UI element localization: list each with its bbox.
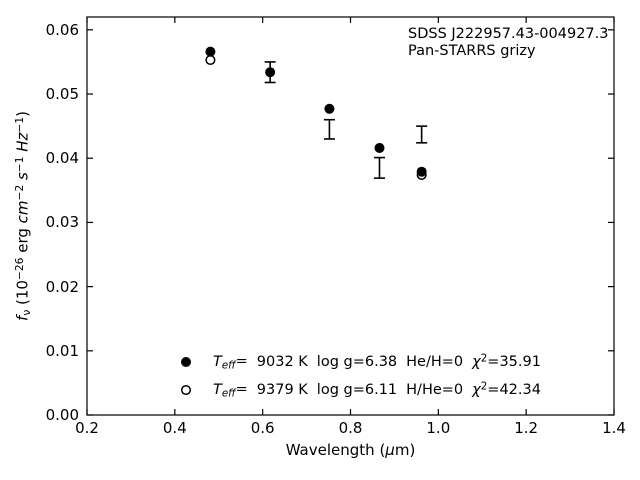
annotation-object-name: SDSS J222957.43-004927.3 bbox=[408, 26, 609, 42]
x-tick-label: 0.6 bbox=[250, 419, 275, 437]
annotation-survey: Pan-STARRS grizy bbox=[408, 42, 536, 59]
data-point-filled-circle bbox=[416, 166, 427, 177]
data-point-open-circle bbox=[205, 54, 216, 66]
x-axis-label-unit: m) bbox=[394, 441, 416, 459]
chi-squared-value: χ2=35.91 bbox=[472, 352, 541, 371]
legend-marker-filled-circle bbox=[181, 357, 191, 367]
mu-symbol: μ bbox=[385, 441, 395, 459]
legend-marker-open-circle bbox=[180, 384, 192, 396]
x-tick-label: 0.2 bbox=[75, 419, 99, 437]
data-point-filled-circle bbox=[374, 142, 385, 153]
x-tick-label: 1.4 bbox=[602, 419, 626, 437]
y-axis-label: fν (10−26 erg cm−2 s−1 Hz−1) bbox=[12, 111, 34, 321]
f-symbol: f bbox=[13, 315, 32, 321]
y-tick-label: 0.00 bbox=[45, 406, 79, 424]
x-tick-label: 0.8 bbox=[338, 419, 363, 437]
y-tick-label: 0.02 bbox=[45, 277, 79, 296]
chi-squared-value: χ2=42.34 bbox=[472, 380, 541, 399]
y-tick-label: 0.01 bbox=[45, 341, 79, 360]
y-tick-label: 0.06 bbox=[45, 20, 79, 39]
x-tick-label: 1.0 bbox=[426, 419, 451, 437]
annotation: SDSS J222957.43-004927.3 Pan-STARRS griz… bbox=[408, 26, 609, 59]
x-axis-label: Wavelength (μm) bbox=[87, 441, 614, 459]
data-point-filled-circle bbox=[205, 46, 216, 57]
x-tick-label: 0.4 bbox=[162, 419, 187, 437]
data-point-filled-circle bbox=[324, 103, 335, 114]
data-point-filled-circle bbox=[265, 67, 276, 78]
y-tick-label: 0.05 bbox=[45, 85, 79, 104]
x-axis-label-text: Wavelength ( bbox=[285, 441, 386, 459]
nu-subscript: ν bbox=[20, 309, 34, 316]
y-tick-label: 0.04 bbox=[45, 149, 79, 168]
y-tick-label: 0.03 bbox=[45, 213, 79, 232]
x-tick-label: 1.2 bbox=[514, 419, 539, 437]
